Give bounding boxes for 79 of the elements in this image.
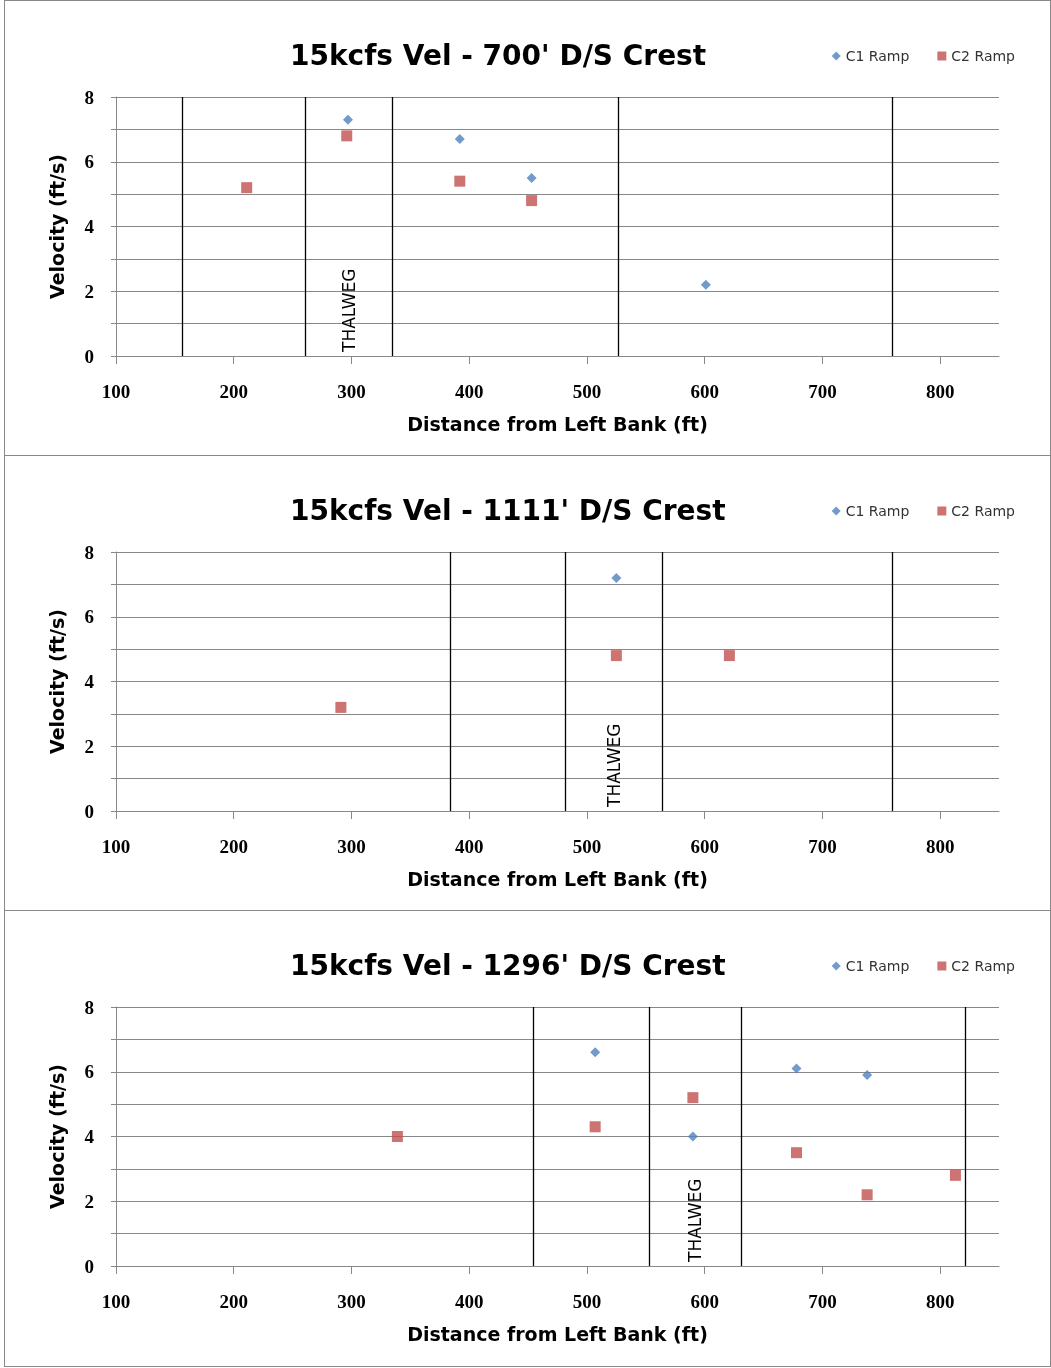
legend-label: C1 Ramp <box>845 958 910 974</box>
chart-title: 15kcfs Vel - 700' D/S Crest <box>290 38 707 72</box>
x-tick-label: 200 <box>219 836 248 857</box>
x-tick-label: 200 <box>219 381 248 402</box>
x-tick-label: 100 <box>101 836 131 857</box>
x-tick-label: 300 <box>337 1291 366 1312</box>
chart-title: 15kcfs Vel - 1111' D/S Crest <box>290 493 726 527</box>
point <box>391 1131 403 1142</box>
point <box>687 1092 699 1104</box>
y-tick-label: 0 <box>84 800 94 822</box>
y-tick-label: 2 <box>84 1190 94 1212</box>
x-axis-title: Distance from Left Bank (ft) <box>407 867 708 890</box>
point <box>861 1189 873 1201</box>
point <box>241 182 253 194</box>
x-tick-label: 700 <box>808 836 837 857</box>
chart-title: 15kcfs Vel - 1296' D/S Crest <box>290 948 726 982</box>
x-tick-label: 500 <box>572 381 602 402</box>
y-tick-label: 8 <box>84 996 94 1018</box>
legend-label: C1 Ramp <box>845 503 910 519</box>
point <box>454 175 466 187</box>
x-tick-label: 200 <box>219 1291 248 1312</box>
point <box>610 650 622 662</box>
annotation: THALWEG <box>685 1178 706 1263</box>
y-axis-title: Velocity (ft/s) <box>45 154 68 299</box>
legend-label: C1 Ramp <box>845 48 910 64</box>
point <box>611 572 622 583</box>
point <box>791 1147 802 1159</box>
point <box>590 1047 601 1058</box>
x-tick-label: 600 <box>690 381 719 402</box>
x-tick-label: 800 <box>925 1291 955 1312</box>
y-tick-label: 0 <box>84 345 94 367</box>
x-tick-label: 500 <box>572 1291 602 1312</box>
y-tick-label: 8 <box>84 541 94 563</box>
point <box>526 195 538 207</box>
point <box>862 1069 873 1080</box>
point <box>341 130 353 142</box>
x-tick-label: 400 <box>454 836 484 857</box>
x-tick-label: 800 <box>925 836 955 857</box>
point <box>949 1169 961 1181</box>
point <box>589 1121 601 1133</box>
y-tick-label: 6 <box>84 1061 94 1083</box>
y-tick-label: 6 <box>84 151 94 173</box>
x-tick-label: 400 <box>454 381 484 402</box>
x-tick-label: 100 <box>101 381 131 402</box>
x-tick-label: 700 <box>808 1291 837 1312</box>
x-axis-title: Distance from Left Bank (ft) <box>407 1322 708 1345</box>
point <box>687 1131 698 1142</box>
y-tick-label: 2 <box>84 280 94 302</box>
annotation: THALWEG <box>339 268 360 353</box>
point <box>342 114 353 125</box>
legend-label: C2 Ramp <box>951 503 1016 519</box>
y-tick-label: 6 <box>84 606 94 628</box>
legend-label: C2 Ramp <box>951 48 1016 64</box>
x-tick-label: 800 <box>925 381 955 402</box>
annotation: THALWEG <box>604 723 625 808</box>
y-tick-label: 2 <box>84 735 94 757</box>
y-axis-title: Velocity (ft/s) <box>45 609 68 754</box>
x-tick-label: 300 <box>337 836 366 857</box>
x-axis-title: Distance from Left Bank (ft) <box>407 412 708 435</box>
y-tick-label: 4 <box>84 216 95 237</box>
y-tick-label: 4 <box>84 671 95 692</box>
point <box>335 701 347 713</box>
point <box>526 172 537 183</box>
x-tick-label: 100 <box>101 1291 131 1312</box>
x-tick-label: 600 <box>690 1291 719 1312</box>
x-tick-label: 300 <box>337 381 366 402</box>
y-tick-label: 0 <box>84 1255 94 1277</box>
x-tick-label: 700 <box>808 381 837 402</box>
point <box>723 650 735 662</box>
x-tick-label: 600 <box>690 836 719 857</box>
legend-label: C2 Ramp <box>951 958 1016 974</box>
y-axis-title: Velocity (ft/s) <box>45 1064 68 1209</box>
x-tick-label: 500 <box>572 836 602 857</box>
y-tick-label: 4 <box>84 1126 95 1147</box>
point <box>791 1063 802 1074</box>
point <box>700 279 711 290</box>
point <box>454 134 465 145</box>
x-tick-label: 400 <box>454 1291 484 1312</box>
y-tick-label: 8 <box>84 86 94 108</box>
